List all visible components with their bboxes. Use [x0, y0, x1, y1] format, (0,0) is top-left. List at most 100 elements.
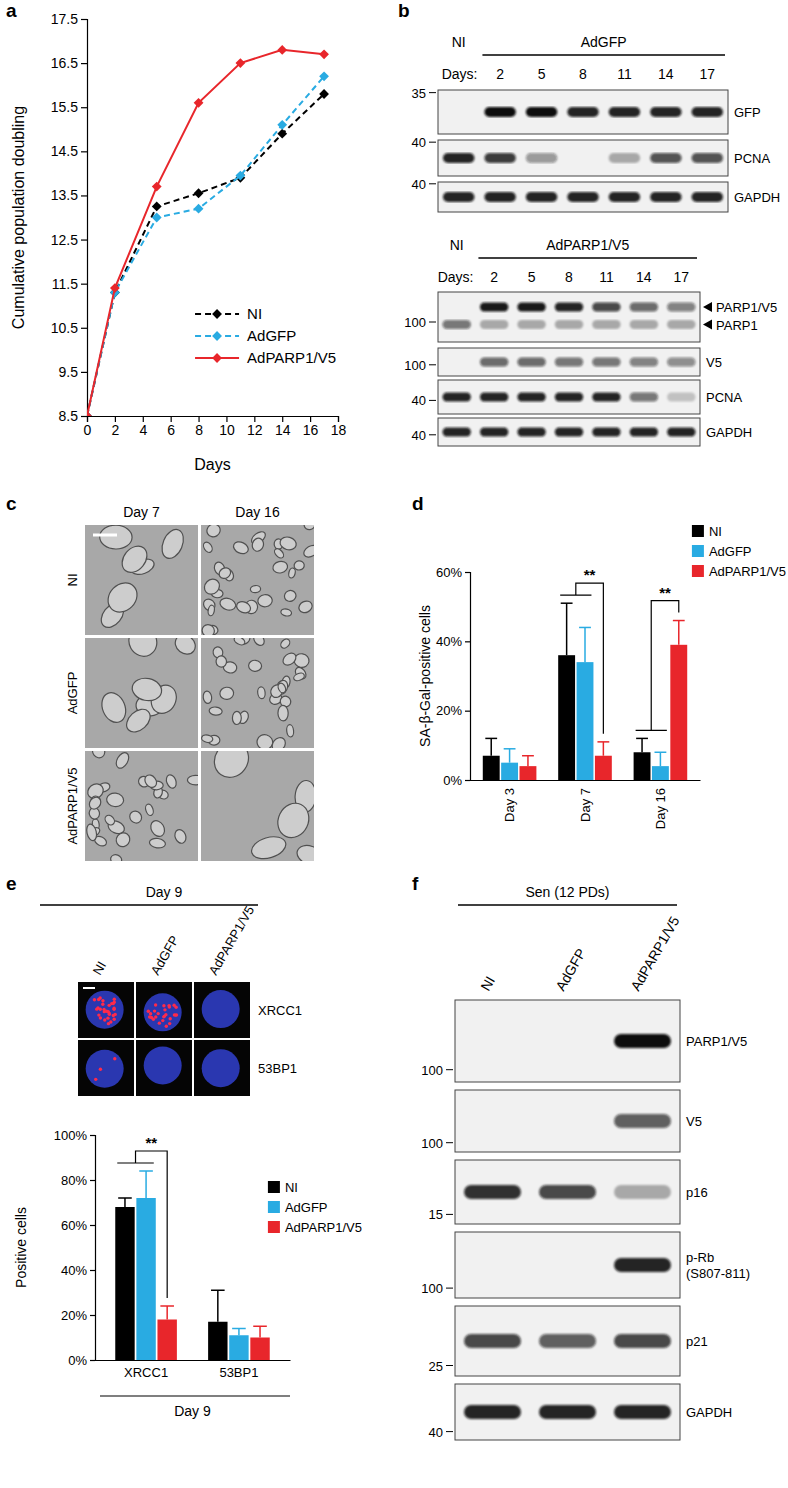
legend-label: AdPARP1/V5 [285, 1220, 362, 1235]
cell [279, 535, 298, 551]
column-label: Day 7 [123, 504, 160, 520]
bar [483, 756, 500, 780]
error-bar [579, 627, 591, 662]
band [526, 192, 557, 202]
y-tick: 40% [61, 1263, 95, 1278]
y-tick-mark [81, 19, 87, 20]
focus [162, 1004, 165, 1007]
point [152, 202, 162, 212]
marker-tick [446, 1069, 453, 1070]
y-tick-mark [90, 1360, 95, 1361]
significance-bracket [636, 601, 679, 731]
focus [174, 1013, 177, 1016]
cell [207, 751, 255, 784]
band [609, 192, 640, 202]
cell [232, 539, 251, 556]
x-tick: 18 [331, 416, 347, 438]
focus [172, 1004, 175, 1007]
x-tick: 4 [139, 416, 147, 438]
y-tick: 16.5 [51, 55, 87, 71]
point [235, 171, 245, 181]
cell [251, 537, 265, 553]
point [194, 204, 204, 214]
lane-label: NI [477, 973, 498, 993]
y-tick-mark [90, 1135, 95, 1136]
y-tick-label: 80% [61, 1173, 87, 1188]
point [194, 98, 204, 108]
y-tick: 13.5 [51, 187, 87, 203]
focus [106, 1016, 109, 1019]
y-tick: 60% [61, 1218, 95, 1233]
error-bar [522, 756, 534, 766]
micrograph [136, 982, 192, 1038]
legend-swatch [268, 1201, 280, 1213]
y-tick: 10.5 [51, 320, 87, 336]
column-label: Day 16 [235, 504, 280, 520]
band-label: p-Rb(S807-811) [686, 1250, 750, 1281]
x-tick-label: Day 7 [578, 788, 593, 822]
focus [112, 1008, 115, 1011]
cell [249, 833, 289, 861]
point [194, 188, 204, 198]
blot-strip [455, 1384, 680, 1440]
lane-label: 17 [699, 66, 715, 82]
y-tick-label: 10.5 [51, 320, 78, 336]
figure: abcdef0246810121416188.59.510.511.512.51… [0, 0, 788, 1488]
significance-bracket [117, 1151, 167, 1298]
cell [144, 803, 154, 816]
legend-label: AdGFP [285, 1200, 328, 1215]
band-label: V5 [686, 1114, 702, 1129]
focus [101, 999, 104, 1002]
point [319, 71, 329, 81]
y-tick-mark [90, 1225, 95, 1226]
cell [106, 792, 124, 807]
y-tick-label: 11.5 [52, 276, 78, 292]
legend-marker [212, 309, 222, 319]
y-tick: 17.5 [51, 11, 87, 27]
band-label: GAPDH [706, 425, 752, 440]
y-tick: 12.5 [51, 232, 87, 248]
band [667, 320, 695, 329]
mw-marker: 100 [404, 358, 426, 373]
blot-strip [455, 1306, 680, 1376]
band-label: PARP1/V5 [686, 1034, 747, 1049]
y-tick-label: 8.5 [59, 408, 79, 424]
blot-strip [438, 348, 700, 376]
x-axis-line [471, 780, 701, 781]
y-tick-mark [465, 711, 470, 712]
micrograph [194, 1040, 250, 1096]
x-axis-line [88, 417, 339, 423]
focus [99, 1008, 102, 1011]
cell [250, 585, 261, 593]
band [442, 393, 470, 402]
x-tick-label: Day 16 [653, 788, 668, 829]
cell [235, 600, 252, 615]
band [609, 107, 640, 117]
bar [501, 763, 518, 780]
legend-label: NI [247, 305, 262, 322]
band-label: V5 [706, 355, 722, 370]
micrograph [201, 751, 314, 861]
x-tick-label: 14 [275, 422, 291, 438]
legend-swatch [268, 1221, 280, 1233]
y-tick: 15.5 [51, 99, 87, 115]
point [87, 411, 92, 416]
y-tick: 9.5 [59, 364, 87, 380]
point [235, 58, 245, 68]
western-blot: Sen (12 PDs)NIAdGFPAdPARP1/V5PARP1/V5100… [421, 884, 750, 1440]
lane-label: AdPARP1/V5 [627, 913, 682, 993]
band [555, 303, 583, 312]
marker-tick [429, 364, 436, 365]
y-axis-line [465, 573, 471, 781]
micrograph [194, 982, 250, 1038]
focus [99, 1067, 102, 1070]
y-axis-title: Cumulative population doubling [10, 106, 27, 329]
band [517, 320, 545, 329]
band [480, 320, 508, 329]
x-tick: 16 [303, 416, 319, 438]
lane-label: 8 [579, 66, 587, 82]
band-label-line: p-Rb [686, 1250, 714, 1265]
y-tick-mark [81, 63, 87, 64]
cell [158, 526, 188, 561]
focus [158, 1021, 161, 1024]
